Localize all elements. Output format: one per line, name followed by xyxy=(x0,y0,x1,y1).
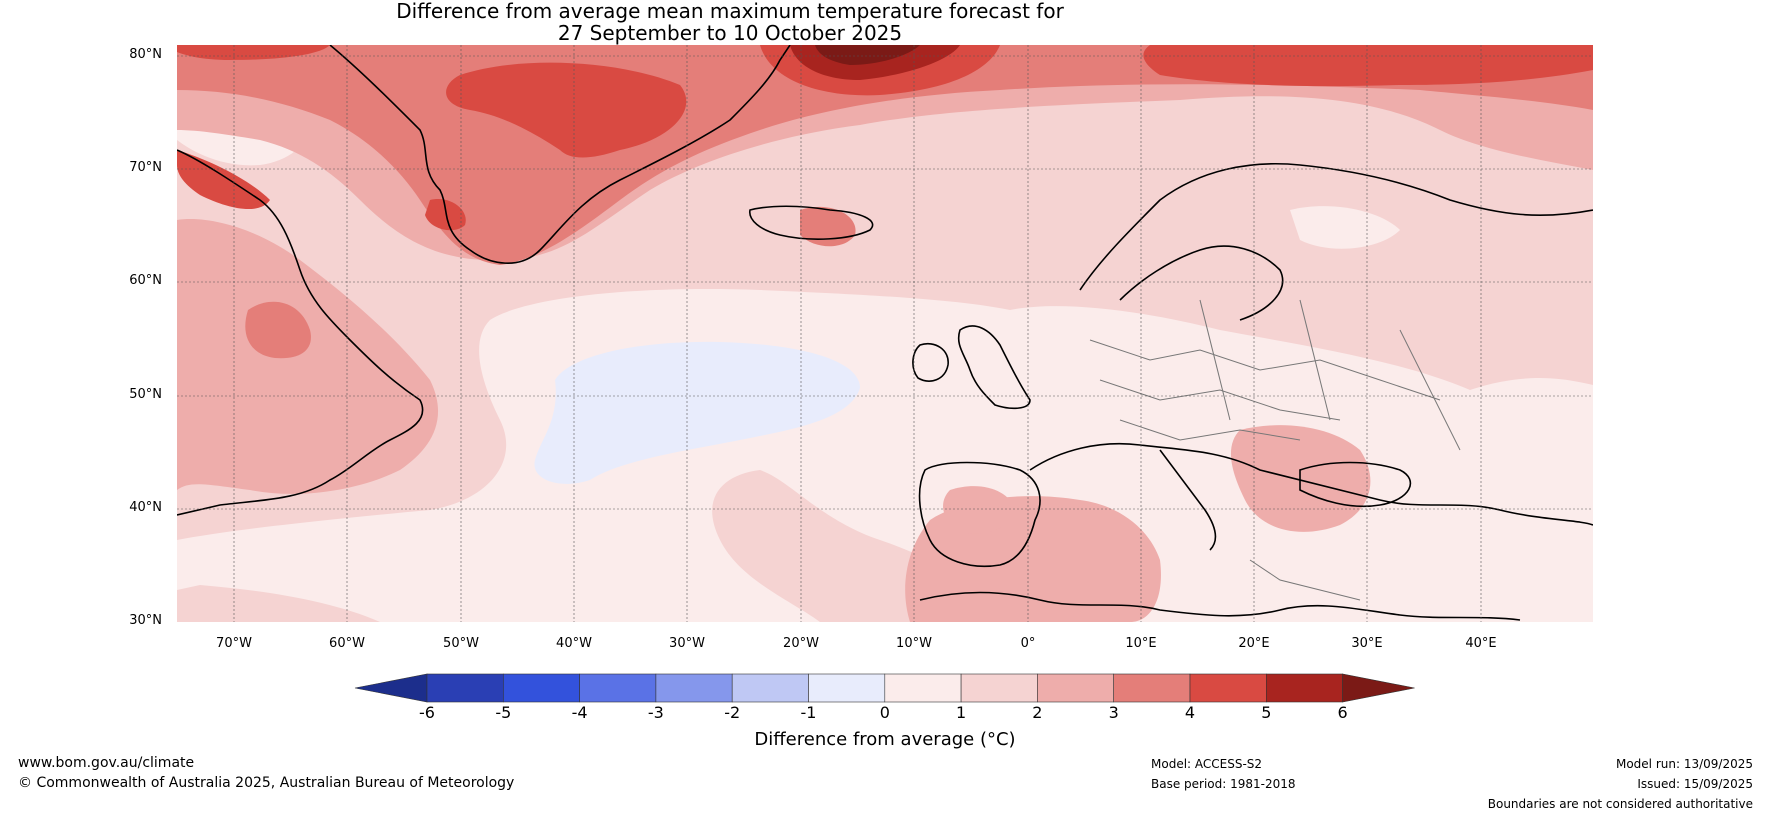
lon-label-20e: 20°E xyxy=(1238,636,1270,651)
colorbar-tick-label: 0 xyxy=(879,703,890,722)
colorbar-swatch xyxy=(808,673,886,703)
lon-label-20w: 20°W xyxy=(783,636,819,651)
lon-label-60w: 60°W xyxy=(329,636,365,651)
colorbar-swatch xyxy=(655,673,733,703)
colorbar-tick-label: 6 xyxy=(1337,703,1348,722)
colorbar-extend-high xyxy=(1342,673,1415,703)
colorbar-swatch xyxy=(1113,673,1191,703)
anomaly-band-6-plus xyxy=(815,45,920,65)
disclaimer-text: Boundaries are not considered authoritat… xyxy=(1487,797,1753,811)
colorbar-tick-label: -3 xyxy=(647,703,664,722)
colorbar xyxy=(354,673,1415,703)
lon-label-40e: 40°E xyxy=(1465,636,1497,651)
lon-label-30e: 30°E xyxy=(1351,636,1383,651)
issued-text: Issued: 15/09/2025 xyxy=(1637,777,1753,791)
lon-label-40w: 40°W xyxy=(556,636,592,651)
colorbar-swatch xyxy=(960,673,1038,703)
map-title-line2: 27 September to 10 October 2025 xyxy=(557,21,903,45)
lon-label-0: 0° xyxy=(1020,636,1036,651)
anomaly-band-neg1-0 xyxy=(534,341,860,484)
colorbar-tick-label: -5 xyxy=(495,703,512,722)
colorbar-tick-label: 5 xyxy=(1261,703,1272,722)
colorbar-swatch xyxy=(579,673,657,703)
model-text: Model: ACCESS-S2 xyxy=(1151,757,1263,771)
colorbar-swatch xyxy=(1037,673,1115,703)
colorbar-swatch xyxy=(1189,673,1267,703)
country-borders xyxy=(1089,299,1461,601)
colorbar-tick-label: -1 xyxy=(800,703,817,722)
colorbar-tick-label: 1 xyxy=(956,703,967,722)
base-period-text: Base period: 1981-2018 xyxy=(1151,777,1296,791)
anomaly-band-0-1 xyxy=(177,289,1593,622)
graticule xyxy=(177,45,1593,622)
colorbar-title: Difference from average (°C) xyxy=(754,729,1016,750)
colorbar-extend-low xyxy=(354,673,428,703)
lon-label-70w: 70°W xyxy=(216,636,252,651)
model-run-text: Model run: 13/09/2025 xyxy=(1615,757,1753,771)
colorbar-tick-label: -4 xyxy=(571,703,588,722)
anomaly-band-4-5 xyxy=(446,62,687,158)
lon-label-50w: 50°W xyxy=(443,636,479,651)
lon-label-10e: 10°E xyxy=(1125,636,1157,651)
colorbar-tick-label: 4 xyxy=(1184,703,1196,722)
lat-label-60n: 60°N xyxy=(129,273,162,288)
colorbar-swatch xyxy=(502,673,580,703)
colorbar-tick-label: -2 xyxy=(724,703,741,722)
lat-label-70n: 70°N xyxy=(129,160,162,175)
colorbar-swatch xyxy=(731,673,809,703)
colorbar-swatch xyxy=(1266,673,1343,703)
lat-label-40n: 40°N xyxy=(129,500,162,515)
colorbar-swatch xyxy=(426,673,504,703)
coastlines xyxy=(177,45,1593,621)
lon-label-10w: 10°W xyxy=(896,636,932,651)
colorbar-tick-label: -6 xyxy=(419,703,435,722)
website-text: www.bom.gov.au/climate xyxy=(18,755,195,771)
anomaly-field xyxy=(177,45,1593,622)
map-title-line1: Difference from average mean maximum tem… xyxy=(396,0,1064,23)
colorbar-tick-label: 2 xyxy=(1032,703,1043,722)
copyright-text: © Commonwealth of Australia 2025, Austra… xyxy=(18,775,515,791)
colorbar-swatch xyxy=(884,673,962,703)
lon-label-30w: 30°W xyxy=(669,636,705,651)
lat-label-80n: 80°N xyxy=(129,47,162,62)
colorbar-tick-label: 3 xyxy=(1108,703,1119,722)
lat-label-50n: 50°N xyxy=(129,387,162,402)
lat-label-30n: 30°N xyxy=(129,613,162,628)
